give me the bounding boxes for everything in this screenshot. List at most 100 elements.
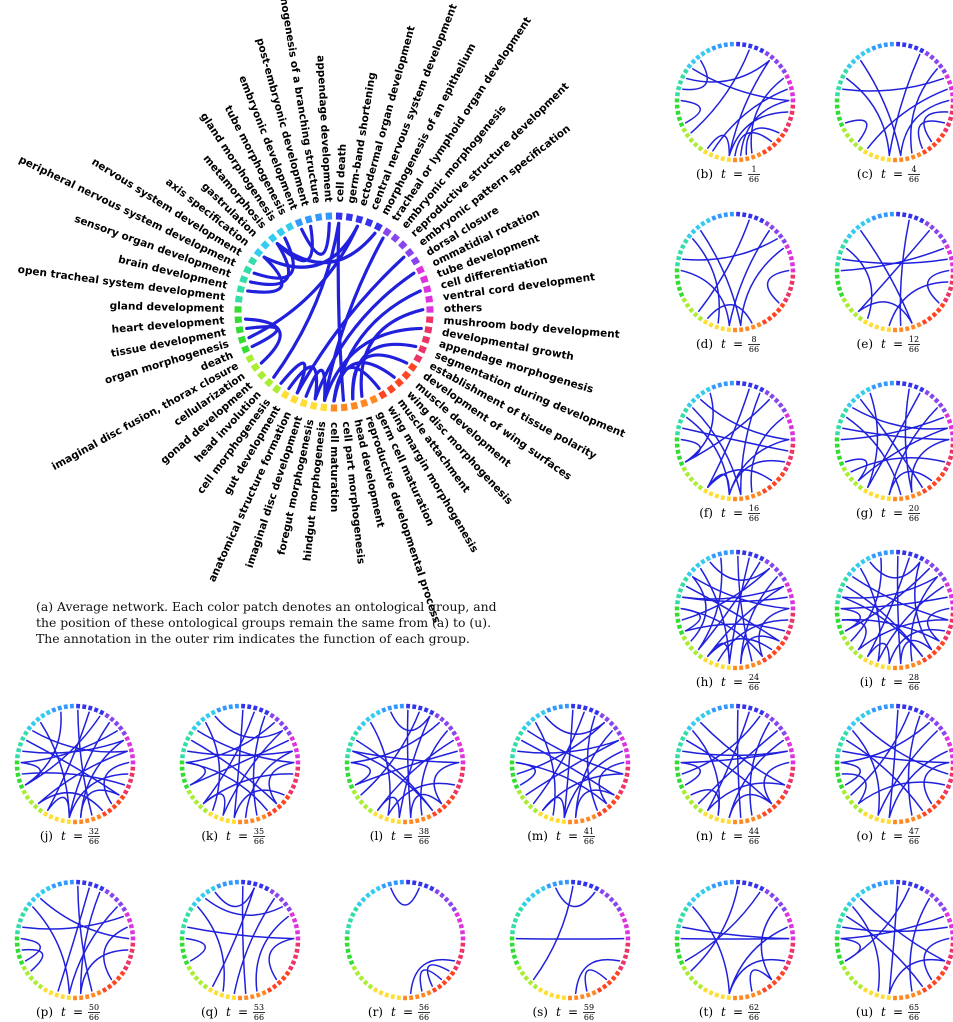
node-segment <box>688 799 695 806</box>
node-segment <box>939 302 946 309</box>
node-segment <box>880 818 886 824</box>
node-segment <box>419 275 429 284</box>
panel-time-numerator: 1 <box>751 165 756 174</box>
node-segment <box>782 297 789 303</box>
node-segment <box>717 382 723 388</box>
node-segment <box>773 58 780 65</box>
node-segment <box>764 888 770 895</box>
edge <box>387 782 456 816</box>
edge <box>763 761 790 805</box>
edge <box>563 750 623 819</box>
panel-label: (i) <box>860 675 873 689</box>
node-segment <box>582 705 588 711</box>
node-segment <box>612 901 619 908</box>
node-segment <box>381 883 387 889</box>
edge <box>840 937 861 962</box>
node-segment <box>245 354 255 364</box>
edge <box>842 258 948 265</box>
node-segment <box>104 888 110 895</box>
node-segment <box>700 558 706 565</box>
node-segment <box>933 58 940 65</box>
node-segment <box>766 807 773 814</box>
node-segment <box>309 401 318 410</box>
node-segment <box>390 233 401 243</box>
node-segment <box>679 412 686 419</box>
node-segment <box>788 747 794 753</box>
node-segment <box>434 712 440 719</box>
edge <box>888 628 946 665</box>
node-segment <box>848 645 855 652</box>
node-segment <box>676 624 683 630</box>
node-segment <box>904 156 910 162</box>
edge <box>187 926 295 940</box>
edge <box>185 761 206 786</box>
group-label: cell maturation <box>328 422 340 512</box>
node-segment <box>924 220 930 227</box>
node-segment <box>946 249 953 255</box>
edge <box>707 782 786 811</box>
node-segment <box>82 880 87 886</box>
panel-equals: = <box>733 675 743 689</box>
node-segment <box>942 789 949 795</box>
node-segment <box>320 403 328 412</box>
edge <box>322 326 423 402</box>
node-segment <box>381 707 387 713</box>
node-segment <box>835 110 841 116</box>
edge <box>598 761 625 805</box>
node-segment <box>868 151 874 158</box>
node-segment <box>784 412 791 419</box>
edge <box>750 416 784 493</box>
node-segment <box>57 881 63 887</box>
node-segment <box>421 335 431 344</box>
node-segment <box>785 460 792 467</box>
node-segment <box>841 127 848 133</box>
node-segment <box>340 403 348 412</box>
edge <box>40 897 130 940</box>
node-segment <box>750 816 756 822</box>
panel-time-denominator: 66 <box>749 514 759 523</box>
node-segment <box>523 799 530 806</box>
node-segment <box>280 975 287 982</box>
node-segment <box>907 213 913 219</box>
node-segment <box>84 994 90 1000</box>
node-segment <box>684 132 691 139</box>
node-segment <box>537 811 544 817</box>
node-segment <box>681 789 688 795</box>
node-segment <box>744 664 750 670</box>
node-segment <box>202 983 209 990</box>
node-segment <box>871 45 877 51</box>
edge <box>840 416 944 441</box>
node-segment <box>128 747 134 753</box>
edge <box>313 271 416 401</box>
node-segment <box>413 354 423 364</box>
edge <box>248 242 291 287</box>
node-segment <box>702 149 709 155</box>
node-segment <box>684 302 691 309</box>
node-segment <box>855 892 861 899</box>
group-label: others <box>444 302 483 315</box>
node-segment <box>924 888 930 895</box>
caption-line-3: The annotation in the outer rim indicate… <box>36 631 470 646</box>
node-segment <box>945 121 952 128</box>
node-segment <box>860 389 866 396</box>
panel-time-var: t <box>226 829 231 843</box>
node-segment <box>17 917 24 923</box>
node-segment <box>835 754 841 759</box>
edge <box>888 470 933 496</box>
node-segment <box>352 906 359 913</box>
node-segment <box>511 747 517 753</box>
edge <box>846 416 902 496</box>
panel-label: (e) <box>857 337 873 351</box>
node-segment <box>835 948 841 954</box>
node-segment <box>697 653 704 660</box>
node-segment <box>769 224 775 231</box>
node-segment <box>250 362 261 372</box>
edge <box>707 473 731 496</box>
node-segment <box>677 741 684 747</box>
node-segment <box>880 156 886 162</box>
node-segment <box>874 662 880 668</box>
edge <box>419 969 443 992</box>
panel-time-numerator: 53 <box>254 1003 264 1012</box>
node-segment <box>835 431 841 436</box>
